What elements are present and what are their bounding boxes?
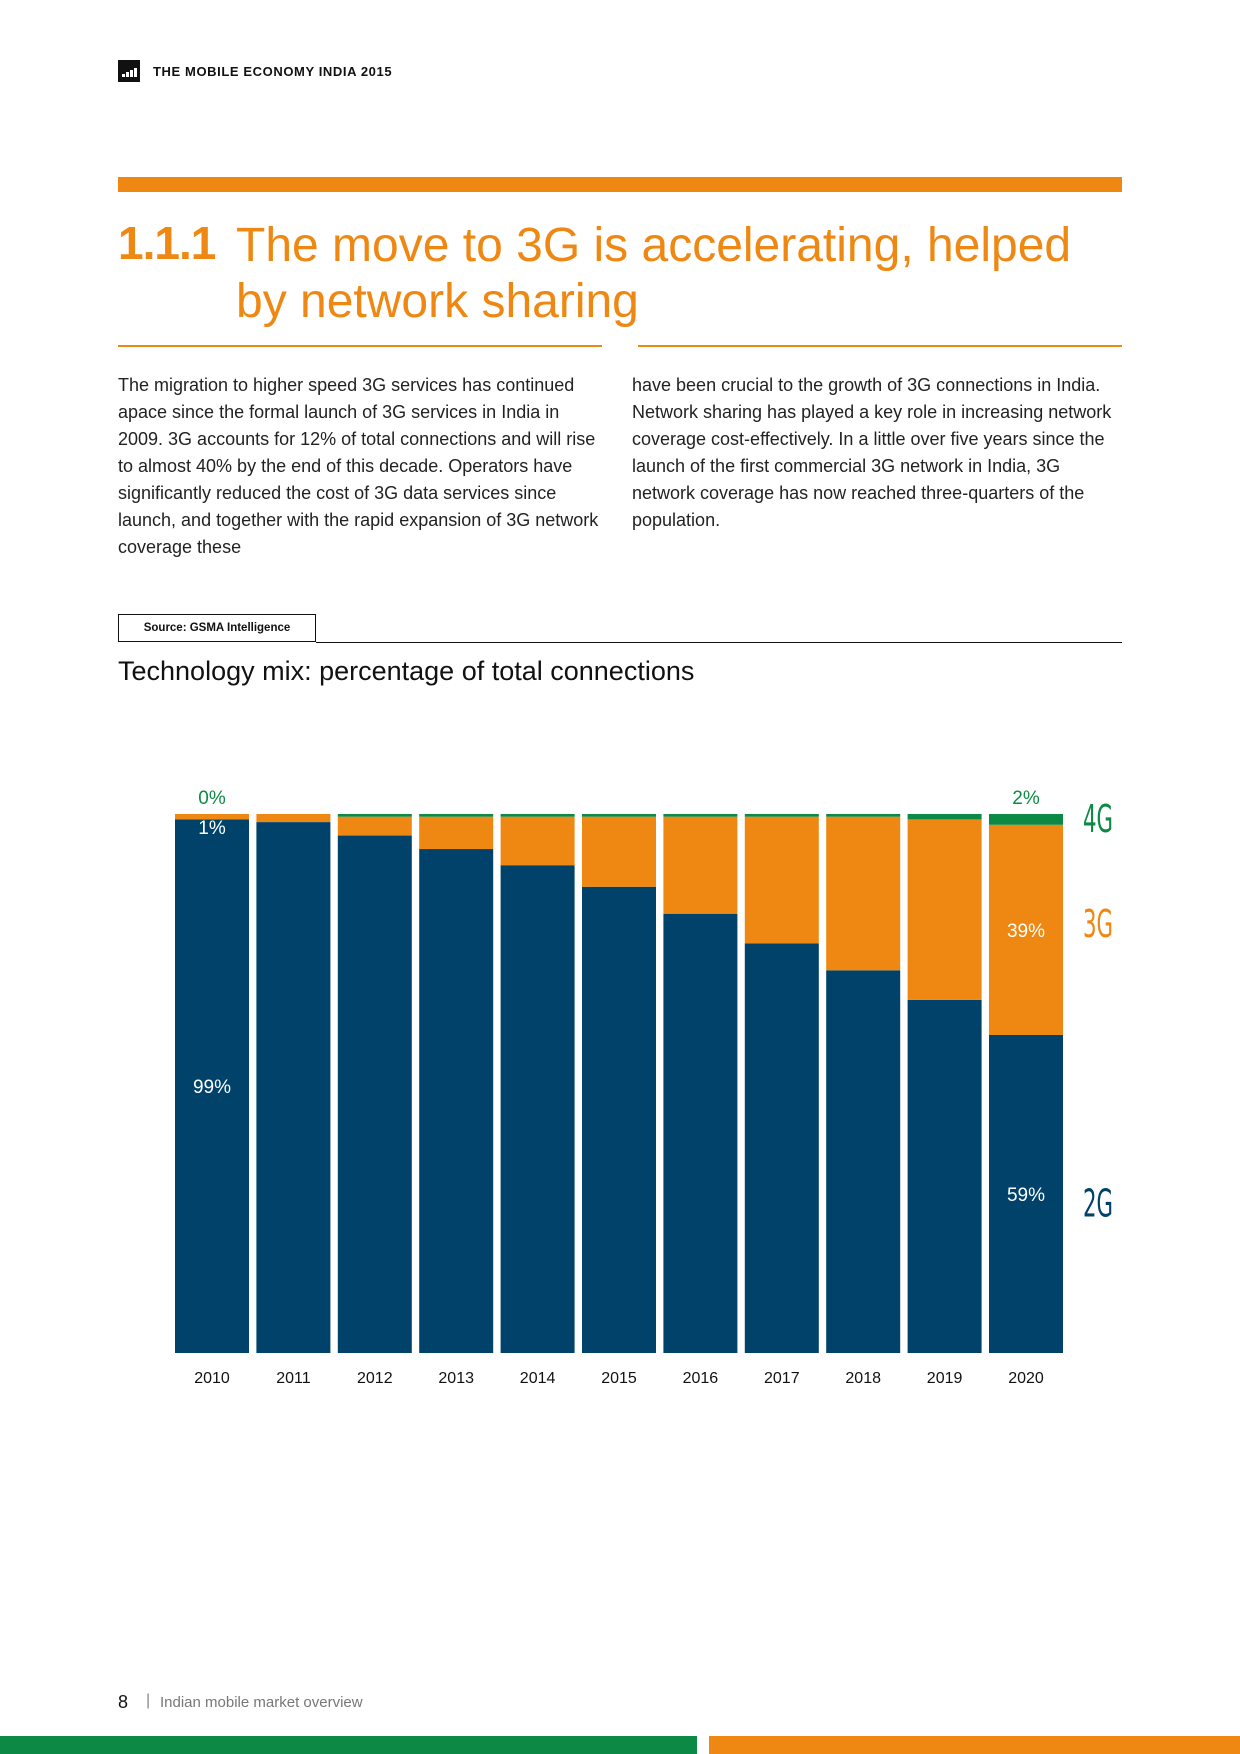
data-label-3g-2010: 1% [198,818,226,839]
x-tick-label: 2020 [1008,1370,1044,1387]
legend-label-2g: 2G [1083,1181,1113,1225]
x-tick-label: 2014 [520,1370,556,1387]
x-tick-label: 2013 [438,1370,474,1387]
x-tick-label: 2012 [357,1370,393,1387]
bar-segment-3g-2013 [419,816,494,850]
bar-segment-4g-2020 [989,814,1063,825]
x-tick-label: 2018 [845,1370,881,1387]
footer-separator: | [146,1692,151,1709]
footer-section-name: Indian mobile market overview [160,1694,363,1711]
bar-segment-2g-2011 [256,822,331,1353]
bar-segment-2g-2015 [582,886,656,1353]
source-rule [316,642,1122,643]
bar-segment-4g-2019 [907,814,982,820]
title-rule-right [638,345,1122,347]
bar-segment-4g-2015 [582,814,656,817]
bar-segment-2g-2018 [826,970,901,1353]
bar-segment-2g-2019 [907,999,982,1353]
data-label-2g-2020: 59% [1007,1185,1045,1206]
x-tick-label: 2015 [601,1370,637,1387]
x-tick-label: 2017 [764,1370,800,1387]
chart-title: Technology mix: percentage of total conn… [118,656,695,686]
title-rule-left [118,345,602,347]
bar-segment-4g-2017 [744,814,819,817]
page-header: THE MOBILE ECONOMY INDIA 2015 [118,60,392,82]
bar-segment-3g-2015 [582,816,656,887]
x-tick-label: 2016 [683,1370,719,1387]
page-number: 8 [118,1692,129,1712]
section-title: The move to 3G is accelerating, helped b… [236,219,1072,328]
bar-segment-2g-2016 [663,913,738,1353]
bar-segment-2g-2014 [500,865,575,1353]
footer-orange-bar [709,1736,1240,1754]
bar-segment-2g-2012 [337,835,412,1353]
bar-segment-3g-2017 [744,816,819,944]
bar-segment-2g-2017 [744,943,819,1353]
bar-segment-3g-2012 [337,816,412,836]
bar-segment-3g-2018 [826,816,901,971]
bar-segment-2g-2010 [175,819,249,1353]
bar-segment-3g-2011 [256,814,331,823]
section-top-bar [118,177,1122,192]
legend-label-3g: 3G [1083,902,1113,946]
source-label: Source: GSMA Intelligence [118,614,316,642]
data-label-4g-2020: 2% [1012,788,1040,809]
gsma-logo-icon [118,60,140,82]
bar-segment-3g-2010 [175,814,249,820]
bar-segment-2g-2020 [989,1034,1063,1353]
data-label-2g-2010: 99% [193,1077,231,1098]
x-tick-label: 2010 [194,1370,230,1387]
body-text-left: The migration to higher speed 3G service… [118,375,599,557]
x-tick-label: 2019 [927,1370,963,1387]
bar-segment-3g-2014 [500,816,575,866]
publication-title: THE MOBILE ECONOMY INDIA 2015 [153,63,393,79]
section-number: 1.1.1 [118,217,216,269]
bar-segment-2g-2013 [419,849,494,1353]
bar-segment-3g-2020 [989,824,1063,1035]
footer-green-bar [0,1736,697,1754]
x-tick-label: 2011 [276,1370,311,1387]
bar-segment-3g-2016 [663,816,738,914]
technology-mix-chart: 2010 2011 2012 2013 2014 2015 2016 2017 2018 2019… [175,788,1113,1387]
legend-label-4g: 4G [1083,797,1113,841]
bar-segment-4g-2018 [826,814,901,817]
bar-segment-4g-2016 [663,814,738,817]
data-label-3g-2020: 39% [1007,921,1045,942]
bar-segment-4g-2013 [419,814,494,817]
bar-segment-3g-2019 [907,819,982,1000]
data-label-4g-2010: 0% [198,788,226,809]
body-text-right: have been crucial to the growth of 3G co… [632,375,1112,530]
bar-segment-4g-2014 [500,814,575,817]
bar-segment-4g-2012 [337,814,412,817]
